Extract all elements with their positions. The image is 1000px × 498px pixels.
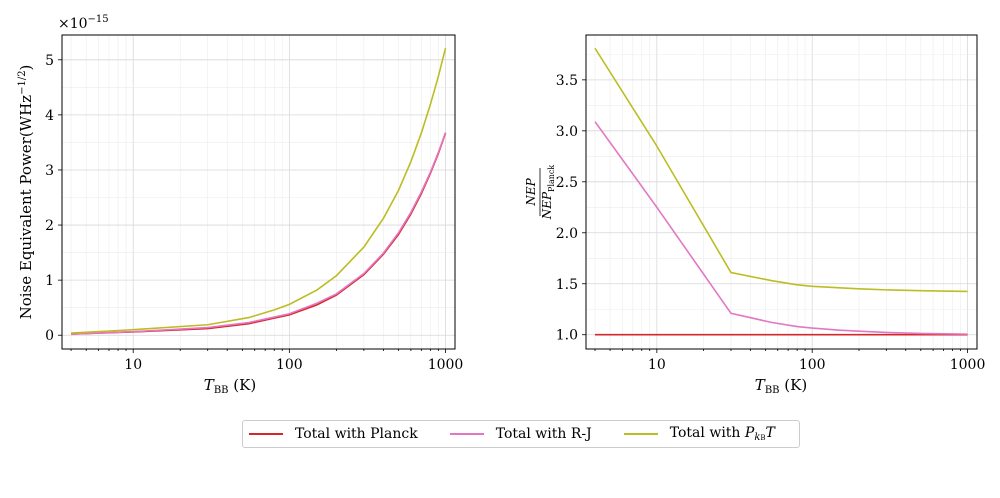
legend: Total with Planck Total with R-J Total w… [242,420,800,448]
nep-plot-frame [61,34,456,350]
nep-series-line-rj [71,132,447,335]
legend-label-pkbt: Total with PkBT [669,424,775,444]
nep-ticks: 10 100 1000 0 1 2 3 4 5 [45,53,463,373]
ratio-y-tick-label: 1.5 [556,277,578,293]
nep-series-line-planck [71,132,447,335]
legend-swatch-planck [249,433,283,435]
legend-item-rj: Total with R-J [449,426,592,442]
ratio-series [594,47,968,336]
nep-y-tick-label: 2 [45,218,54,234]
svg-text:NEP: NEP [524,177,538,206]
nep-y-tick-label: 3 [45,163,54,179]
nep-x-tick-label: 10 [124,357,142,373]
ratio-x-tick-label: 100 [799,357,826,373]
ratio-grid [586,35,977,349]
ratio-ticks: 10 100 1000 1.0 1.5 2.0 2.5 3.0 3.5 [556,73,986,373]
nep-x-tick-label: 1000 [428,357,464,373]
ratio-y-tick-label: 3.5 [556,73,578,89]
ratio-panel: 10 100 1000 1.0 1.5 2.0 2.5 3.0 3.5 TBB (K) NEP … [524,34,986,396]
nep-series [71,48,447,335]
nep-series-line-pkbt [71,48,447,334]
ratio-x-tick-label: 1000 [950,357,986,373]
ratio-x-axis-label: TBB (K) [755,376,807,396]
legend-label-planck: Total with Planck [295,426,418,442]
nep-grid [62,35,455,349]
ratio-series-line-pkbt [594,47,968,293]
nep-panel: 10 100 1000 0 1 2 3 4 5 ×10−15 TBB (K) Noise Equ… [17,14,463,396]
ratio-y-axis-label: NEP NEPPlanck [524,165,556,221]
nep-y-tick-label: 4 [45,108,54,124]
nep-y-axis-label: Noise Equivalent Power(WHz−1/2) [17,65,35,320]
ratio-y-tick-label: 3.0 [556,124,578,140]
ratio-x-tick-label: 10 [648,357,666,373]
legend-item-planck: Total with Planck [249,426,418,442]
ratio-y-tick-label: 2.5 [556,175,578,191]
nep-x-tick-label: 100 [276,357,303,373]
legend-swatch-rj [449,433,484,435]
nep-y-tick-label: 0 [45,328,54,344]
nep-y-tick-label: 1 [45,273,54,289]
ratio-plot-frame [585,34,978,350]
nep-x-axis-label: TBB (K) [204,376,256,396]
ratio-series-line-rj [594,121,968,335]
ratio-y-tick-label: 1.0 [556,328,578,344]
legend-swatch-pkbt [623,432,658,435]
svg-text:NEPPlanck: NEPPlanck [540,165,556,221]
legend-item-pkbt: Total with PkBT [623,424,775,444]
legend-label-rj: Total with R-J [495,426,592,442]
ratio-y-tick-label: 2.0 [556,226,578,242]
nep-offset-text: ×10−15 [58,14,109,32]
nep-y-tick-label: 5 [45,53,54,69]
